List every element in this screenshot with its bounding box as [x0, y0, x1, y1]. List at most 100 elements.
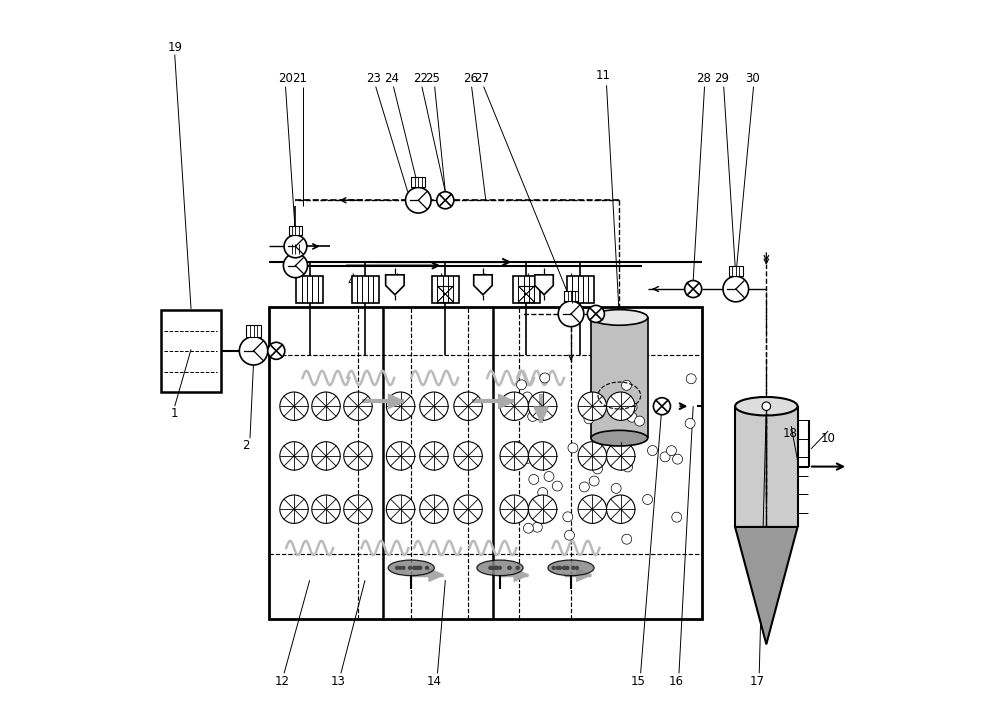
Circle shape	[280, 442, 308, 470]
Circle shape	[511, 458, 521, 468]
Circle shape	[500, 495, 528, 523]
Circle shape	[344, 392, 372, 421]
Circle shape	[395, 565, 399, 570]
Circle shape	[565, 565, 569, 570]
Circle shape	[507, 565, 511, 570]
Circle shape	[623, 462, 633, 472]
Circle shape	[672, 512, 682, 522]
Ellipse shape	[735, 397, 798, 416]
Circle shape	[643, 495, 653, 505]
Circle shape	[508, 565, 512, 570]
Text: 12: 12	[274, 675, 289, 688]
Circle shape	[575, 565, 579, 570]
Circle shape	[622, 534, 632, 544]
Circle shape	[545, 455, 555, 465]
Circle shape	[528, 411, 538, 421]
Circle shape	[515, 449, 525, 459]
Ellipse shape	[477, 560, 523, 575]
Bar	[269, 307, 702, 620]
Circle shape	[607, 495, 635, 523]
Circle shape	[627, 412, 637, 422]
Circle shape	[413, 565, 418, 570]
Text: 21: 21	[292, 71, 307, 85]
Circle shape	[552, 565, 556, 570]
Circle shape	[501, 402, 511, 412]
Polygon shape	[577, 568, 591, 581]
Circle shape	[578, 442, 607, 470]
Text: 24: 24	[385, 71, 400, 85]
Circle shape	[635, 416, 645, 426]
Ellipse shape	[591, 309, 648, 325]
Circle shape	[420, 442, 448, 470]
Circle shape	[529, 474, 539, 484]
Circle shape	[398, 565, 402, 570]
Bar	[289, 226, 302, 235]
Text: 4: 4	[347, 275, 355, 289]
Text: 1: 1	[171, 407, 178, 420]
Text: 2: 2	[242, 438, 249, 452]
Circle shape	[495, 565, 499, 570]
Text: 8: 8	[523, 275, 531, 289]
Text: 7: 7	[479, 275, 487, 289]
Circle shape	[540, 373, 550, 383]
Circle shape	[312, 495, 340, 523]
Circle shape	[594, 409, 604, 419]
Bar	[735, 406, 798, 527]
Circle shape	[685, 419, 695, 429]
Circle shape	[512, 441, 522, 451]
Circle shape	[622, 380, 631, 390]
Circle shape	[386, 392, 415, 421]
Polygon shape	[518, 286, 534, 302]
Circle shape	[607, 442, 635, 470]
Circle shape	[762, 402, 771, 411]
Text: 16: 16	[669, 675, 684, 688]
Circle shape	[500, 392, 528, 421]
Circle shape	[283, 254, 308, 277]
Circle shape	[653, 398, 670, 415]
Circle shape	[611, 483, 621, 493]
Circle shape	[268, 342, 285, 359]
Circle shape	[344, 442, 372, 470]
Circle shape	[523, 453, 533, 463]
Circle shape	[280, 392, 308, 421]
Circle shape	[564, 530, 574, 540]
Circle shape	[685, 280, 702, 297]
Circle shape	[386, 495, 415, 523]
Bar	[411, 178, 425, 188]
Circle shape	[280, 495, 308, 523]
Circle shape	[571, 565, 576, 570]
Bar	[729, 266, 743, 276]
Circle shape	[557, 565, 561, 570]
Circle shape	[660, 452, 670, 462]
Text: 20: 20	[278, 71, 293, 85]
Polygon shape	[438, 286, 453, 302]
Bar	[289, 244, 302, 254]
Circle shape	[494, 565, 498, 570]
Text: 19: 19	[167, 41, 182, 54]
Polygon shape	[534, 407, 548, 423]
Bar	[161, 310, 221, 392]
Text: 6: 6	[436, 275, 443, 289]
Circle shape	[522, 392, 532, 402]
Text: 3: 3	[303, 275, 311, 289]
Text: 30: 30	[745, 71, 760, 85]
Circle shape	[412, 565, 416, 570]
Circle shape	[686, 374, 696, 384]
Polygon shape	[429, 568, 443, 581]
Circle shape	[578, 392, 607, 421]
Circle shape	[627, 402, 637, 412]
Circle shape	[607, 392, 635, 421]
Bar	[246, 325, 261, 337]
Circle shape	[556, 565, 560, 570]
Circle shape	[578, 495, 607, 523]
Circle shape	[544, 471, 554, 481]
Circle shape	[420, 495, 448, 523]
Circle shape	[418, 565, 422, 570]
Text: 14: 14	[427, 675, 442, 688]
Circle shape	[401, 565, 406, 570]
Circle shape	[418, 565, 422, 570]
Ellipse shape	[591, 431, 648, 446]
Circle shape	[558, 301, 584, 327]
Circle shape	[284, 235, 307, 258]
Circle shape	[528, 495, 557, 523]
